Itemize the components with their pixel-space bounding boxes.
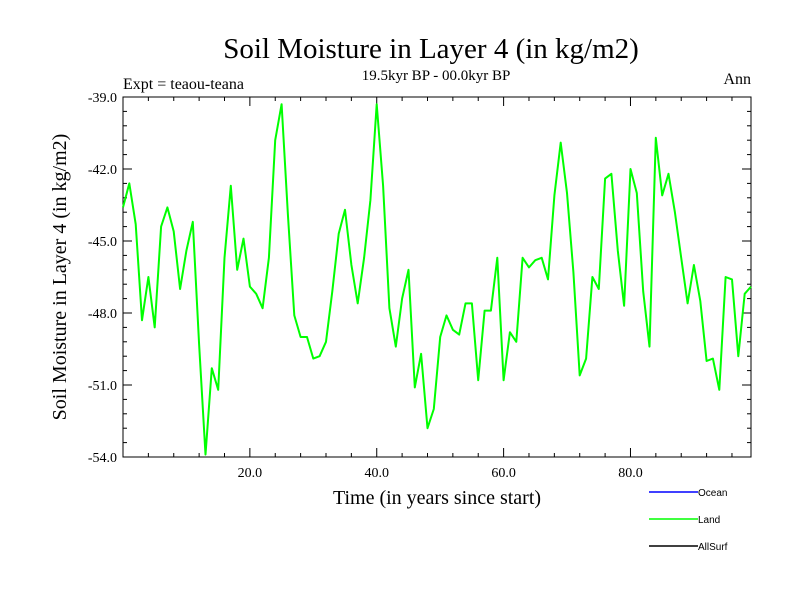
chart-title: Soil Moisture in Layer 4 (in kg/m2) (223, 33, 639, 65)
season-label: Ann (723, 71, 751, 88)
y-tick-label: -39.0 (88, 91, 117, 106)
x-tick-label: 40.0 (364, 466, 389, 481)
legend-label-land: Land (698, 515, 720, 526)
y-tick-label: -45.0 (88, 235, 117, 250)
x-tick-label: 20.0 (238, 466, 263, 481)
x-axis-label: Time (in years since start) (333, 487, 541, 509)
y-tick-label: -51.0 (88, 379, 117, 394)
y-tick-label: -42.0 (88, 163, 117, 178)
legend: Ocean Land AllSurf (649, 488, 728, 553)
series-group (122, 103, 752, 456)
legend-label-ocean: Ocean (698, 488, 727, 499)
axis-ticks (123, 96, 751, 458)
x-tick-labels: 20.0 40.0 60.0 80.0 (238, 466, 643, 481)
y-tick-labels: -54.0 -51.0 -48.0 -45.0 -42.0 -39.0 (88, 91, 117, 466)
y-tick-label: -48.0 (88, 307, 117, 322)
y-axis-label: Soil Moisture in Layer 4 (in kg/m2) (49, 134, 71, 421)
x-tick-label: 80.0 (618, 466, 643, 481)
chart-subtitle: 19.5kyr BP - 00.0kyr BP (362, 68, 511, 84)
x-tick-label: 60.0 (491, 466, 516, 481)
legend-label-allsurf: AllSurf (698, 542, 728, 553)
series-line-land (122, 103, 752, 456)
plot-frame (122, 96, 752, 458)
y-tick-label: -54.0 (88, 451, 117, 466)
experiment-label: Expt = teaou-teana (123, 76, 244, 93)
